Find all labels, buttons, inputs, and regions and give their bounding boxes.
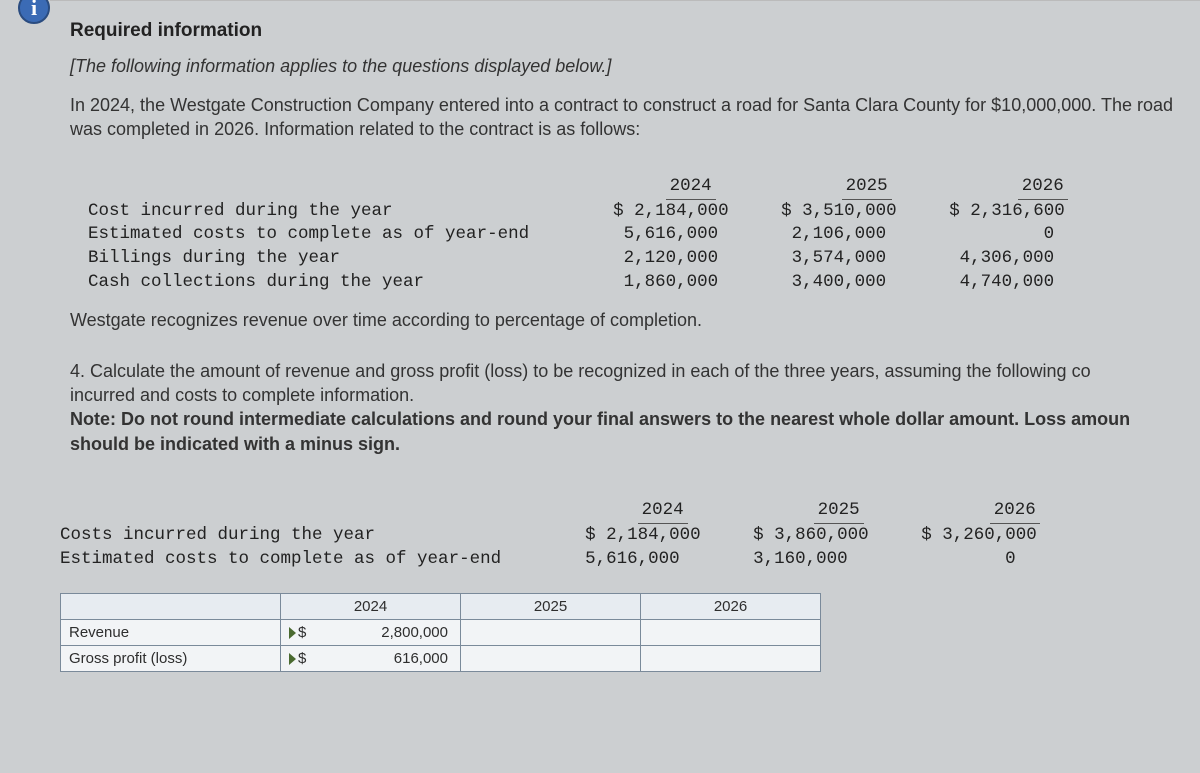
col-2025: 2025 [461, 594, 641, 620]
t2-header-row: 2024 2025 2026 [60, 500, 1040, 520]
gross-2026-cell[interactable] [641, 646, 821, 672]
col-2024: 2024 [281, 594, 461, 620]
revenue-2026-cell[interactable] [641, 620, 821, 646]
gross-2025-cell[interactable] [461, 646, 641, 672]
answer-header-row: 2024 2025 2026 [61, 594, 821, 620]
caret-icon [289, 653, 296, 665]
required-heading: Required information [70, 20, 1200, 42]
gross-2024-value: 616,000 [318, 650, 452, 667]
revenue-label: Revenue [61, 620, 281, 646]
answer-grid: 2024 2025 2026 Revenue $ 2,800,000 Gross… [60, 593, 821, 672]
question-block: 4. Calculate the amount of revenue and g… [70, 359, 1200, 456]
t1-r1: Cost incurred during the year $ 2,184,00… [88, 201, 1065, 221]
italic-note: [The following information applies to th… [70, 56, 1200, 77]
gross-label: Gross profit (loss) [61, 646, 281, 672]
t1-r2: Estimated costs to complete as of year-e… [88, 224, 1054, 244]
revenue-2025-cell[interactable] [461, 620, 641, 646]
revenue-row: Revenue $ 2,800,000 [61, 620, 821, 646]
top-divider [50, 0, 1200, 2]
dollar-sign: $ [298, 624, 318, 641]
revenue-2024-cell[interactable]: $ 2,800,000 [281, 620, 461, 646]
t1-header-row: 2024 2025 2026 [88, 176, 1068, 196]
col-2026: 2026 [641, 594, 821, 620]
intro-text: In 2024, the Westgate Construction Compa… [70, 93, 1200, 142]
blank-header [61, 594, 281, 620]
gross-2024-cell[interactable]: $ 616,000 [281, 646, 461, 672]
page-content: Required information [The following info… [0, 0, 1200, 672]
t1-r3: Billings during the year 2,120,000 3,574… [88, 248, 1054, 268]
t1-r4: Cash collections during the year 1,860,0… [88, 272, 1054, 292]
t2-r1: Costs incurred during the year $ 2,184,0… [60, 525, 1037, 545]
revenue-2024-value: 2,800,000 [318, 624, 452, 641]
caret-icon [289, 627, 296, 639]
gross-row: Gross profit (loss) $ 616,000 [61, 646, 821, 672]
contract-data-table: 2024 2025 2026 Cost incurred during the … [88, 152, 1200, 295]
dollar-sign: $ [298, 650, 318, 667]
t2-r2: Estimated costs to complete as of year-e… [60, 549, 1016, 569]
recognition-note: Westgate recognizes revenue over time ac… [70, 308, 1200, 332]
revised-data-table: 2024 2025 2026 Costs incurred during the… [60, 476, 1200, 572]
